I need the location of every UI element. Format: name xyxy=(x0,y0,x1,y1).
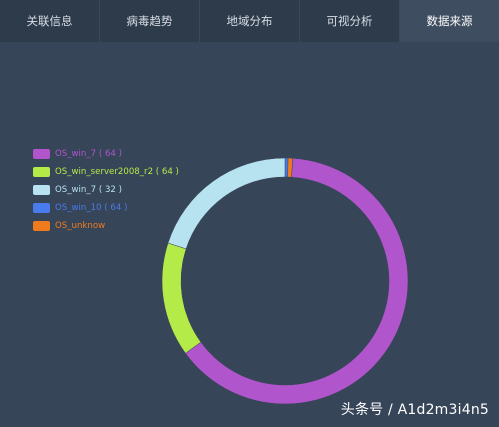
legend-swatch xyxy=(33,149,50,160)
legend-item[interactable]: OS_win_10 ( 64 ) xyxy=(33,202,179,215)
legend-label: OS_win_7 ( 64 ) xyxy=(55,149,122,160)
donut-slice[interactable] xyxy=(167,157,286,250)
legend-item[interactable]: OS_win_7 ( 32 ) xyxy=(33,184,179,197)
legend-label: OS_win_server2008_r2 ( 64 ) xyxy=(55,167,179,178)
legend-item[interactable]: OS_win_server2008_r2 ( 64 ) xyxy=(33,166,179,179)
tab-2[interactable]: 病毒趋势 xyxy=(100,0,200,42)
legend-swatch xyxy=(33,221,50,232)
legend-label: OS_win_10 ( 64 ) xyxy=(55,203,128,214)
legend-label: OS_unknow xyxy=(55,221,106,232)
tab-4[interactable]: 可视分析 xyxy=(300,0,400,42)
legend-swatch xyxy=(33,167,50,178)
legend-label: OS_win_7 ( 32 ) xyxy=(55,185,122,196)
watermark: 头条号 / A1d2m3i4n5 xyxy=(340,402,489,418)
legend-item[interactable]: OS_unknow xyxy=(33,220,179,233)
legend-swatch xyxy=(33,185,50,196)
chart-legend: OS_win_7 ( 64 ) OS_win_server2008_r2 ( 64… xyxy=(33,148,179,233)
donut-slice[interactable] xyxy=(161,242,202,354)
tab-1[interactable]: 关联信息 xyxy=(0,0,100,42)
tab-3[interactable]: 地域分布 xyxy=(200,0,300,42)
legend-item[interactable]: OS_win_7 ( 64 ) xyxy=(33,148,179,161)
tab-5[interactable]: 数据来源 xyxy=(400,0,499,42)
donut-slice[interactable] xyxy=(185,157,409,405)
tab-bar: 关联信息 病毒趋势 地域分布 可视分析 数据来源 xyxy=(0,0,499,42)
legend-swatch xyxy=(33,203,50,214)
